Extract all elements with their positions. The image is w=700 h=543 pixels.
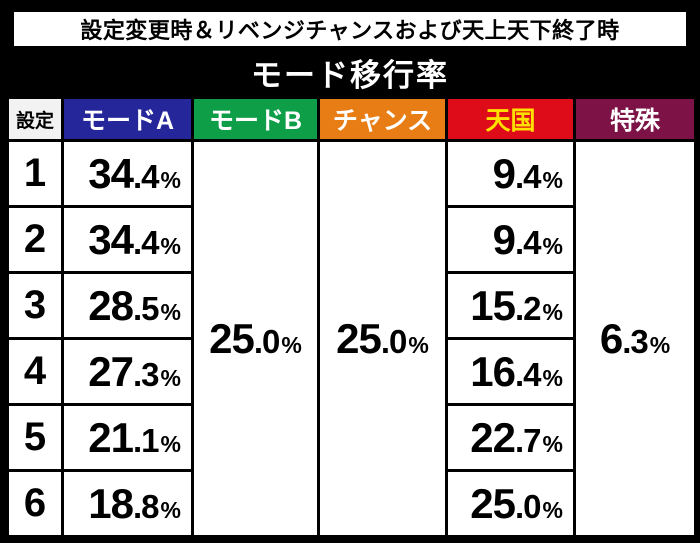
percent-sign: % (408, 331, 429, 358)
mode-a-value: 28.5% (61, 271, 194, 340)
heaven-value: 25.0% (445, 469, 576, 538)
percent-sign: % (542, 496, 563, 523)
col-header-heaven: 天国 (445, 96, 576, 142)
setting-number: 1 (6, 139, 64, 208)
percent-sign: % (542, 298, 563, 325)
heaven-value: 15.2% (445, 271, 576, 340)
mode-a-value: 18.8% (61, 469, 194, 538)
special-merged-value: 6.3% (573, 139, 697, 538)
col-header-special: 特殊 (573, 96, 697, 142)
table-row-setting-2: 2 34.4% 9.4% (6, 205, 696, 274)
heaven-value: 9.4% (445, 205, 576, 274)
percent-sign: % (649, 331, 671, 358)
heaven-value: 9.4% (445, 139, 576, 208)
table-row-setting-1: 1 34.4% 25.0% 25.0% 9.4% 6.3% (6, 139, 697, 538)
percent-sign: % (160, 364, 181, 391)
setting-number: 5 (6, 403, 64, 472)
percent-sign: % (542, 364, 563, 391)
mode-a-value: 34.4% (61, 139, 194, 208)
chance-merged-value: 25.0% (317, 139, 448, 538)
heaven-value: 22.7% (445, 403, 576, 472)
percent-sign: % (281, 331, 302, 358)
mode-a-value: 21.1% (61, 403, 194, 472)
table-row-setting-5: 5 21.1% 22.7% (6, 403, 696, 472)
col-header-chance: チャンス (317, 96, 448, 142)
table-row-setting-3: 3 28.5% 15.2% (6, 271, 696, 340)
page-title: モード移行率 (251, 57, 449, 93)
setting-number: 6 (6, 469, 64, 538)
percent-sign: % (160, 496, 181, 523)
condition-banner: 設定変更時＆リベンジチャンスおよび天上天下終了時 (12, 10, 688, 48)
percent-sign: % (542, 232, 563, 259)
percent-sign: % (160, 166, 181, 193)
heaven-value: 16.4% (445, 337, 576, 406)
percent-sign: % (160, 232, 181, 259)
setting-number: 3 (6, 271, 64, 340)
mode-b-merged-value: 25.0% (191, 139, 320, 538)
condition-banner-text: 設定変更時＆リベンジチャンスおよび天上天下終了時 (80, 18, 620, 43)
percent-sign: % (542, 166, 563, 193)
setting-number: 4 (6, 337, 64, 406)
mode-a-value: 34.4% (61, 205, 194, 274)
percent-sign: % (160, 430, 181, 457)
col-header-mode-a: モードA (61, 96, 194, 142)
table-row-setting-4: 4 27.3% 16.4% (6, 337, 696, 406)
col-header-mode-b: モードB (191, 96, 320, 142)
col-header-setting: 設定 (6, 96, 64, 142)
percent-sign: % (160, 298, 181, 325)
setting-number: 2 (6, 205, 64, 274)
header-row: 設定 モードA モードB チャンス 天国 特殊 (6, 96, 697, 142)
mode-transition-table: 設定 モードA モードB チャンス 天国 特殊 1 34.4% 25.0% 25… (6, 96, 697, 538)
percent-sign: % (542, 430, 563, 457)
table-row-setting-6: 6 18.8% 25.0% (6, 469, 696, 538)
mode-a-value: 27.3% (61, 337, 194, 406)
